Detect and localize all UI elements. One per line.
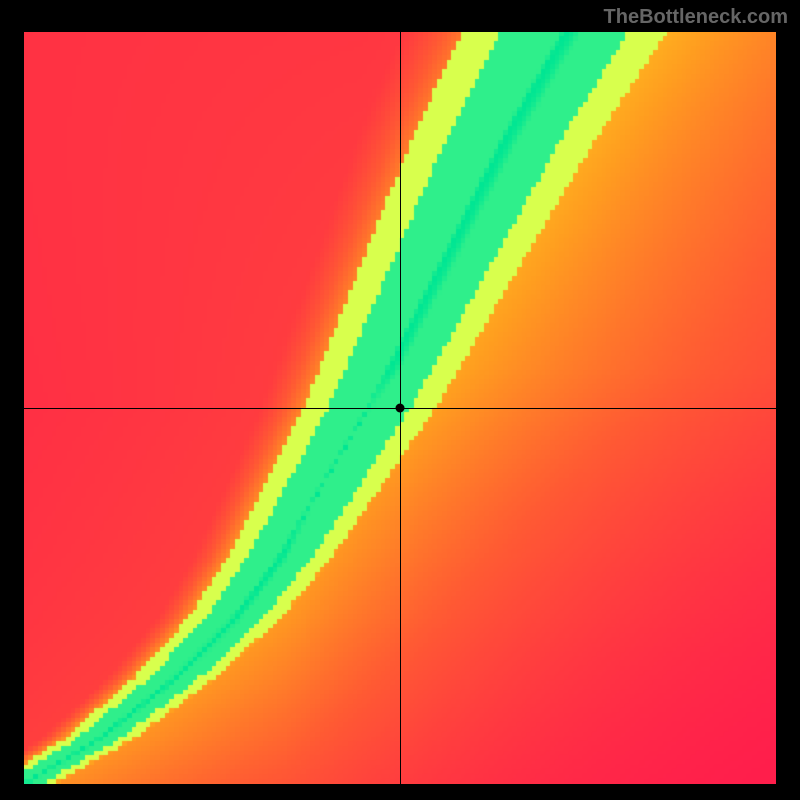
root-container: TheBottleneck.com [0, 0, 800, 800]
crosshair-marker [396, 404, 405, 413]
heatmap-plot [24, 32, 776, 784]
watermark-text: TheBottleneck.com [604, 6, 788, 29]
